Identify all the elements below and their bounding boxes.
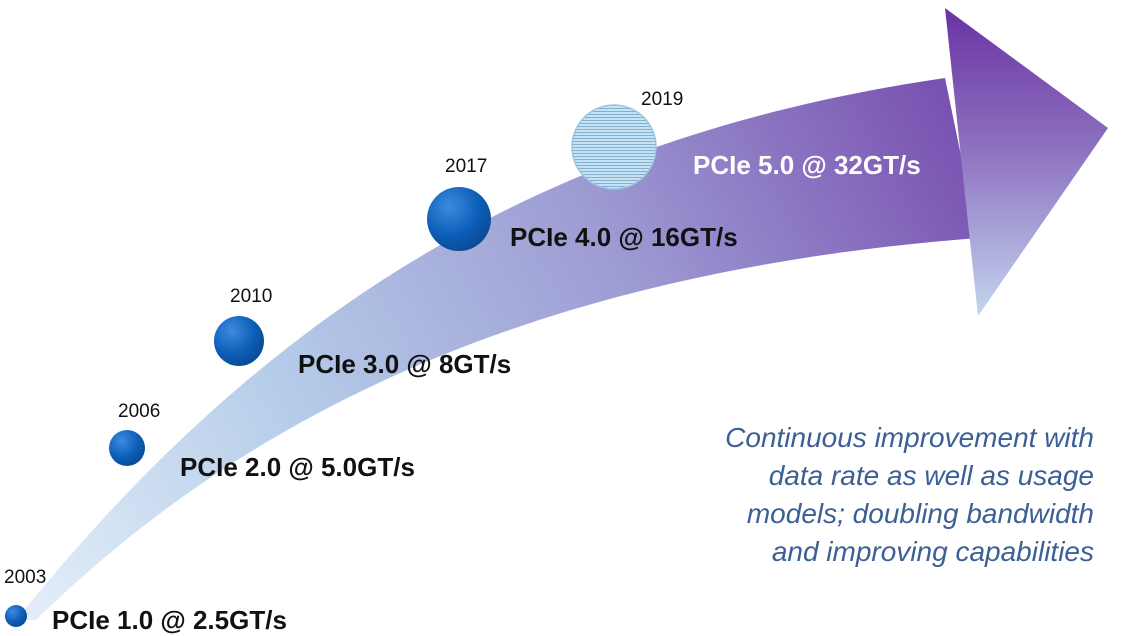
- generation-label-pcie1: PCIe 1.0 @ 2.5GT/s: [52, 605, 287, 635]
- generation-label-pcie2: PCIe 2.0 @ 5.0GT/s: [180, 452, 415, 482]
- arrow-body: [16, 78, 978, 620]
- caption-line: Continuous improvement with: [725, 422, 1094, 453]
- milestone-node-2017: [427, 187, 491, 251]
- year-label-2003: 2003: [4, 567, 47, 588]
- generation-label-pcie4: PCIe 4.0 @ 16GT/s: [510, 222, 738, 252]
- generation-label-pcie5: PCIe 5.0 @ 32GT/s: [693, 150, 921, 180]
- arrow-head: [945, 8, 1108, 316]
- caption-line: and improving capabilities: [771, 536, 1094, 567]
- caption-text: Continuous improvement with data rate as…: [574, 419, 1094, 571]
- milestone-node-2003: [5, 605, 27, 627]
- year-label-2017: 2017: [445, 156, 488, 177]
- milestone-node-2010: [214, 316, 264, 366]
- milestone-node-2019: [571, 104, 657, 190]
- generation-label-pcie3: PCIe 3.0 @ 8GT/s: [298, 349, 512, 379]
- caption-line: models; doubling bandwidth: [746, 498, 1094, 529]
- year-label-2019: 2019: [641, 89, 684, 110]
- year-label-2006: 2006: [118, 401, 161, 422]
- caption-line: data rate as well as usage: [768, 460, 1094, 491]
- year-label-2010: 2010: [230, 286, 273, 307]
- milestone-node-2006: [109, 430, 145, 466]
